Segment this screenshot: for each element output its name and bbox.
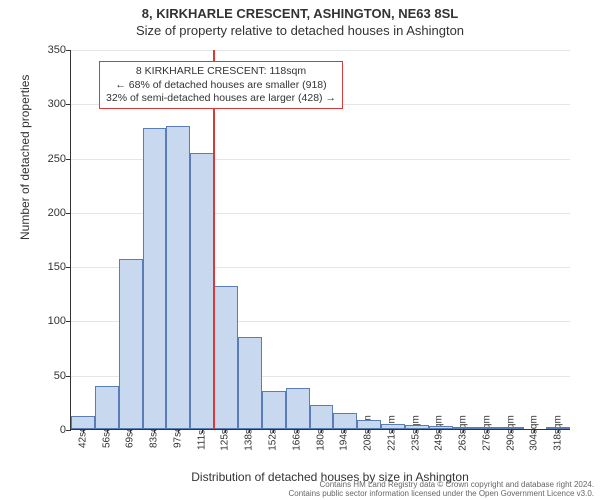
bar xyxy=(310,405,334,429)
bar xyxy=(333,413,357,429)
footer-line-2: Contains public sector information licen… xyxy=(288,489,594,498)
y-axis-label: Number of detached properties xyxy=(18,75,32,240)
bar xyxy=(262,391,286,429)
y-tick-label: 200 xyxy=(36,207,66,219)
bar xyxy=(453,427,477,429)
y-tick-label: 350 xyxy=(36,44,66,56)
chart-title-block: 8, KIRKHARLE CRESCENT, ASHINGTON, NE63 8… xyxy=(0,0,600,40)
bar xyxy=(214,286,238,429)
bar xyxy=(166,126,190,429)
y-tick-label: 100 xyxy=(36,315,66,327)
title-main: 8, KIRKHARLE CRESCENT, ASHINGTON, NE63 8… xyxy=(0,6,600,23)
bar xyxy=(238,337,262,429)
bar xyxy=(95,386,119,429)
bar xyxy=(405,425,429,429)
y-tick-label: 0 xyxy=(36,424,66,436)
bar xyxy=(546,427,570,429)
y-tick-label: 250 xyxy=(36,153,66,165)
annotation-box: 8 KIRKHARLE CRESCENT: 118sqm← 68% of det… xyxy=(99,61,343,108)
annotation-line: 32% of semi-detached houses are larger (… xyxy=(106,92,336,105)
footer-line-1: Contains HM Land Registry data © Crown c… xyxy=(288,480,594,489)
bar xyxy=(381,424,405,429)
bar xyxy=(190,153,214,429)
y-tick-label: 50 xyxy=(36,370,66,382)
bar xyxy=(500,427,524,429)
y-tick-label: 150 xyxy=(36,261,66,273)
y-tick-label: 300 xyxy=(36,98,66,110)
y-tick-mark xyxy=(66,430,71,431)
bar xyxy=(71,416,95,429)
bar xyxy=(286,388,310,429)
annotation-line: ← 68% of detached houses are smaller (91… xyxy=(106,79,336,92)
annotation-line: 8 KIRKHARLE CRESCENT: 118sqm xyxy=(106,65,336,78)
bar xyxy=(119,259,143,429)
plot-area: 42sqm56sqm69sqm83sqm97sqm111sqm125sqm138… xyxy=(70,50,570,430)
bar xyxy=(429,426,453,429)
bar xyxy=(357,420,381,429)
bar xyxy=(477,427,501,429)
title-sub: Size of property relative to detached ho… xyxy=(0,23,600,40)
footer-credits: Contains HM Land Registry data © Crown c… xyxy=(288,480,594,498)
bar xyxy=(143,128,167,429)
